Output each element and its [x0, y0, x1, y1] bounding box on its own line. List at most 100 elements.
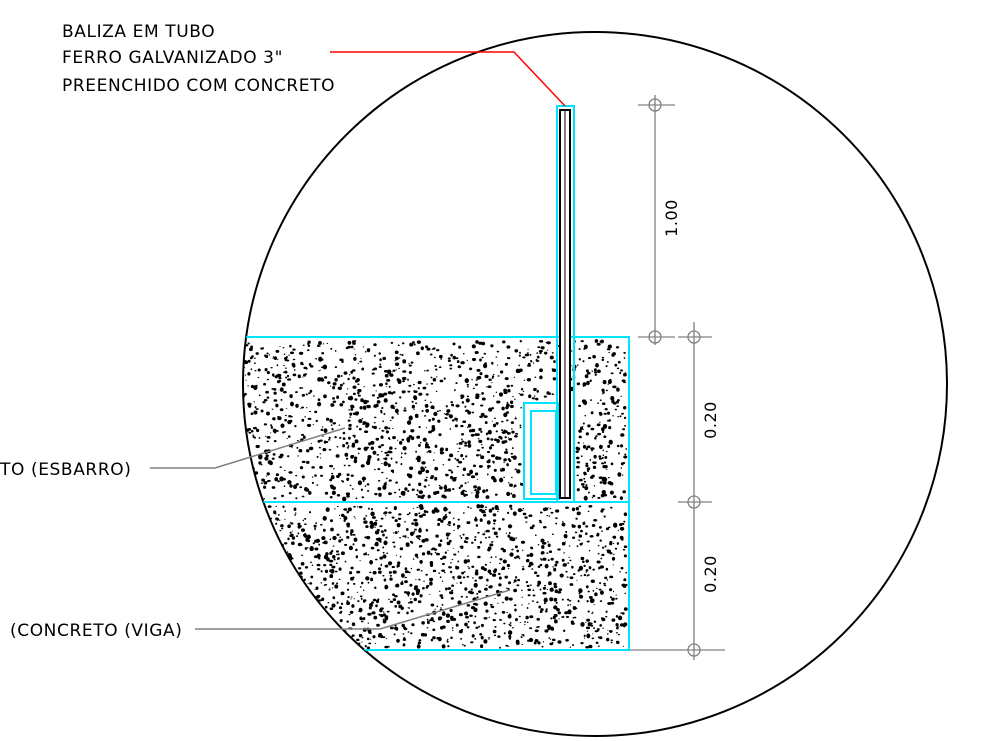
concrete-speckle [332, 545, 335, 547]
concrete-speckle [572, 573, 576, 576]
concrete-speckle [358, 611, 360, 612]
concrete-speckle [353, 598, 355, 600]
concrete-speckle [597, 645, 600, 647]
concrete-speckle [599, 481, 603, 484]
concrete-speckle [530, 546, 533, 549]
concrete-speckle [416, 489, 419, 492]
concrete-speckle [454, 417, 458, 421]
concrete-speckle [576, 461, 581, 464]
concrete-speckle [408, 415, 413, 421]
concrete-speckle [578, 348, 581, 351]
concrete-speckle [341, 479, 343, 482]
concrete-speckle [367, 581, 370, 584]
concrete-speckle [420, 496, 424, 500]
concrete-speckle [430, 552, 433, 556]
concrete-speckle [591, 370, 594, 372]
concrete-speckle [303, 602, 307, 605]
concrete-speckle [324, 632, 327, 636]
concrete-speckle [497, 510, 499, 512]
concrete-speckle [576, 511, 581, 516]
concrete-speckle [614, 547, 618, 550]
concrete-speckle [287, 588, 293, 593]
concrete-speckle [478, 439, 483, 444]
concrete-speckle [349, 571, 353, 575]
concrete-speckle [503, 622, 506, 625]
concrete-speckle [580, 574, 583, 577]
concrete-speckle [517, 578, 521, 582]
concrete-speckle [373, 425, 377, 430]
concrete-speckle [339, 383, 343, 387]
concrete-speckle [289, 344, 292, 348]
concrete-speckle [418, 392, 423, 396]
concrete-speckle [582, 382, 587, 387]
concrete-speckle [407, 594, 410, 597]
concrete-speckle [565, 506, 569, 509]
concrete-speckle [438, 543, 442, 547]
concrete-speckle [571, 507, 576, 512]
concrete-speckle [477, 486, 481, 491]
concrete-speckle [299, 466, 304, 470]
concrete-speckle [617, 472, 622, 477]
concrete-speckle [245, 379, 247, 381]
concrete-speckle [464, 482, 467, 484]
concrete-speckle [297, 567, 302, 570]
concrete-speckle [315, 621, 319, 626]
concrete-speckle [243, 417, 244, 420]
concrete-speckle [467, 620, 470, 623]
concrete-speckle [437, 616, 443, 620]
concrete-speckle [271, 417, 275, 420]
concrete-speckle [306, 367, 308, 370]
concrete-speckle [481, 356, 484, 359]
concrete-speckle [479, 454, 481, 456]
concrete-speckle [478, 464, 483, 468]
concrete-speckle [410, 609, 414, 613]
concrete-speckle [462, 352, 465, 355]
concrete-speckle [619, 496, 624, 500]
concrete-speckle [290, 401, 294, 407]
concrete-speckle [281, 527, 284, 530]
concrete-speckle [388, 479, 392, 482]
concrete-speckle [351, 596, 353, 598]
concrete-speckle [564, 611, 569, 615]
concrete-speckle [601, 356, 605, 359]
concrete-speckle [243, 393, 246, 398]
concrete-speckle [464, 587, 468, 591]
concrete-speckle [321, 426, 324, 428]
concrete-speckle [328, 559, 334, 563]
concrete-speckle [547, 392, 552, 395]
concrete-speckle [246, 476, 251, 481]
concrete-speckle [624, 545, 628, 548]
concrete-speckle [587, 491, 590, 494]
concrete-speckle [346, 522, 351, 527]
concrete-speckle [340, 551, 345, 556]
concrete-speckle [321, 351, 325, 355]
concrete-speckle [589, 534, 594, 538]
concrete-speckle [451, 589, 454, 592]
concrete-speckle [409, 531, 414, 536]
concrete-speckle [534, 388, 538, 390]
concrete-speckle [353, 436, 356, 439]
concrete-speckle [441, 604, 444, 606]
concrete-speckle [285, 638, 290, 644]
concrete-speckle [597, 545, 600, 547]
concrete-speckle [465, 596, 468, 598]
concrete-speckle [370, 546, 375, 550]
concrete-speckle [430, 475, 435, 478]
concrete-speckle [526, 607, 529, 609]
concrete-speckle [354, 439, 359, 444]
concrete-speckle [415, 493, 419, 496]
concrete-speckle [419, 441, 422, 444]
concrete-speckle [328, 436, 331, 439]
concrete-speckle [552, 566, 554, 568]
concrete-speckle [585, 464, 589, 468]
concrete-speckle [510, 452, 514, 455]
concrete-speckle [463, 493, 467, 497]
concrete-speckle [273, 388, 277, 391]
concrete-speckle [606, 411, 611, 415]
concrete-speckle [341, 513, 345, 517]
concrete-speckle [517, 462, 522, 466]
concrete-speckle [340, 591, 345, 596]
concrete-speckle [373, 343, 377, 347]
concrete-speckle [306, 407, 308, 409]
concrete-speckle [615, 622, 619, 627]
